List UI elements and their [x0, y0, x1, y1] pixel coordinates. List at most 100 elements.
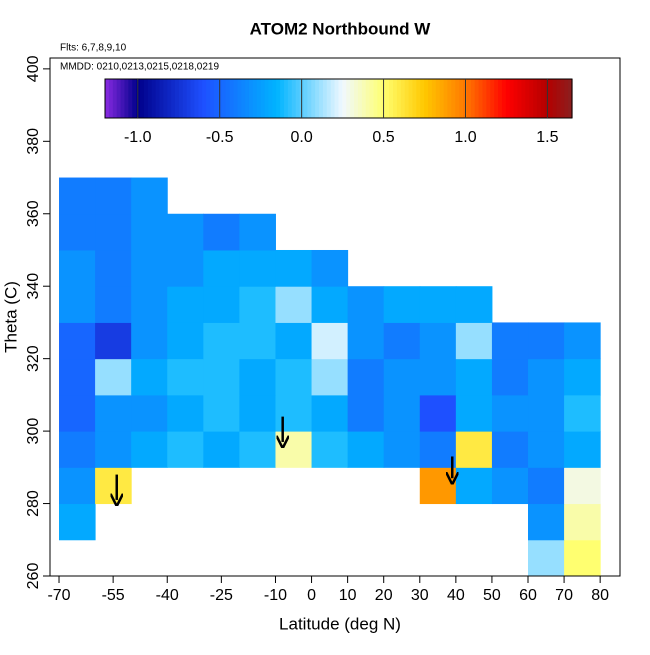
- colorbar-swatch: [474, 79, 480, 118]
- colorbar-tick-label: -0.5: [206, 129, 234, 146]
- heatmap-cell: [455, 431, 493, 468]
- heatmap-cell: [131, 286, 168, 323]
- colorbar-swatch: [120, 79, 126, 118]
- colorbar-tick-label: 1.5: [536, 129, 558, 146]
- colorbar-swatch: [396, 79, 402, 118]
- colorbar-swatch: [533, 79, 538, 118]
- heatmap-cell: [59, 503, 96, 541]
- heatmap-cell: [203, 213, 240, 251]
- heatmap-cell: [383, 394, 421, 432]
- heatmap-cell: [564, 358, 601, 396]
- heatmap-cell: [167, 249, 204, 287]
- colorbar-swatch: [276, 79, 281, 118]
- heatmap-cell: [167, 431, 204, 468]
- colorbar-swatch: [357, 79, 363, 118]
- y-tick-label: 260: [25, 563, 42, 590]
- colorbar-swatch: [151, 79, 157, 118]
- heatmap-cell: [203, 322, 240, 360]
- x-tick-label: 30: [411, 587, 429, 604]
- colorbar-swatch: [147, 79, 153, 118]
- heatmap-cell: [347, 358, 385, 396]
- colorbar-swatch: [513, 79, 519, 118]
- heatmap-cell: [564, 431, 601, 468]
- heatmap-cell: [455, 394, 493, 432]
- colorbar-swatch: [342, 79, 347, 118]
- heatmap-cell: [167, 286, 204, 323]
- heatmap-cell: [275, 286, 313, 323]
- heatmap-cell: [455, 467, 493, 505]
- x-tick-label: -55: [102, 587, 125, 604]
- heatmap-cell: [528, 503, 565, 541]
- colorbar-tick-label: 1.0: [454, 129, 476, 146]
- heatmap-cell: [419, 322, 457, 360]
- x-axis-title: Latitude (deg N): [279, 614, 401, 633]
- heatmap-cell: [203, 358, 240, 396]
- heatmap-cell: [528, 322, 565, 360]
- colorbar-swatch: [260, 79, 266, 118]
- colorbar-swatch: [490, 79, 495, 118]
- heatmap-cell: [95, 431, 132, 468]
- colorbar-swatch: [140, 79, 145, 118]
- heatmap-cell: [95, 358, 132, 396]
- colorbar-swatch: [536, 79, 542, 118]
- heatmap-cell: [419, 467, 457, 505]
- colorbar-swatch: [443, 79, 449, 118]
- y-tick-label: 360: [25, 200, 42, 227]
- colorbar-swatch: [486, 79, 491, 118]
- colorbar-swatch: [264, 79, 270, 118]
- heatmap-cell: [59, 286, 96, 323]
- x-tick-label: 0: [307, 587, 316, 604]
- colorbar-swatch: [525, 79, 530, 118]
- colorbar-swatch: [509, 79, 515, 118]
- x-tick-label: 50: [483, 587, 501, 604]
- colorbar-swatch: [295, 79, 301, 118]
- heatmap-cell: [528, 431, 565, 468]
- colorbar-swatch: [241, 79, 246, 118]
- x-tick-label: 60: [519, 587, 537, 604]
- heatmap-cell: [419, 431, 457, 468]
- heatmap-cell: [311, 431, 349, 468]
- colorbar-swatch: [350, 79, 355, 118]
- colorbar-swatch: [237, 79, 242, 118]
- heatmap-cell: [311, 358, 349, 396]
- plot-frame: [49, 57, 621, 577]
- colorbar-swatch: [385, 79, 390, 118]
- colorbar-swatch: [128, 79, 133, 118]
- heatmap-cell: [383, 358, 421, 396]
- colorbar-swatch: [424, 79, 429, 118]
- colorbar-tick-label: 0.5: [372, 129, 394, 146]
- colorbar-swatch: [416, 79, 421, 118]
- heatmap-cell: [419, 286, 457, 323]
- x-tick-label: -40: [156, 587, 179, 604]
- colorbar-swatch: [108, 79, 114, 118]
- colorbar-swatch: [389, 79, 394, 118]
- colorbar-frame: [104, 78, 573, 119]
- colorbar-swatch: [225, 79, 231, 118]
- heatmap-cell: [528, 467, 565, 505]
- heatmap-cell: [59, 213, 96, 251]
- heatmap-cell: [59, 431, 96, 468]
- colorbar-swatch: [369, 79, 375, 118]
- heatmap-cell: [275, 431, 313, 468]
- y-tick-label: 320: [25, 345, 42, 372]
- colorbar-swatch: [178, 79, 184, 118]
- heatmap-cell: [347, 322, 385, 360]
- colorbar-swatch: [272, 79, 277, 118]
- colorbar-swatch: [338, 79, 343, 118]
- x-tick-label: 80: [591, 587, 609, 604]
- colorbar-swatch: [182, 79, 188, 118]
- heatmap-cell: [491, 467, 529, 505]
- colorbar-swatch: [284, 79, 289, 118]
- colorbar-swatch: [171, 79, 176, 118]
- colorbar-swatch: [470, 79, 476, 118]
- heatmap-cell: [239, 213, 276, 251]
- colorbar-swatch: [124, 79, 129, 118]
- heatmap-cell: [95, 286, 132, 323]
- colorbar-swatch: [412, 79, 417, 118]
- x-tick-label: 20: [375, 587, 393, 604]
- colorbar-swatch: [136, 79, 141, 118]
- colorbar-swatch: [330, 79, 336, 118]
- colorbar-swatch: [280, 79, 285, 118]
- colorbar-swatch: [529, 79, 534, 118]
- heatmap-cell: [275, 249, 313, 287]
